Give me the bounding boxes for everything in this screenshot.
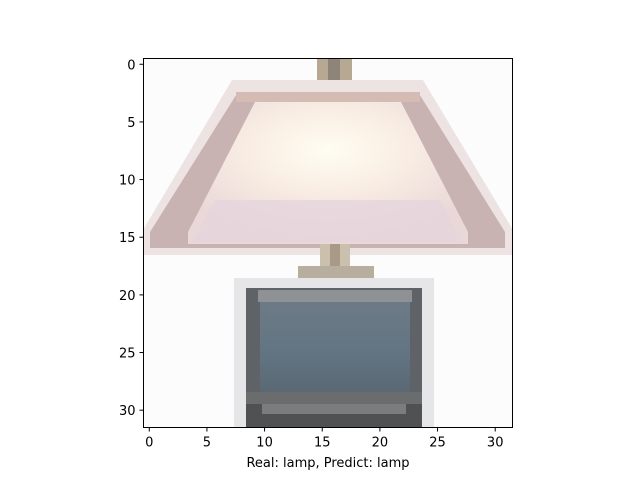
caption: Real: lamp, Predict: lamp [246,456,409,471]
plot-frame [143,58,513,428]
y-tick-label: 10 [119,174,136,189]
lamp-base-bottom [246,392,422,404]
x-tick-label: 25 [429,436,446,451]
x-tick-label: 20 [372,436,389,451]
x-axis: 0 5 10 15 20 25 30 [145,427,504,451]
y-tick-label: 15 [119,231,136,246]
y-tick-label: 0 [127,58,135,73]
x-tick-label: 0 [145,436,153,451]
y-tick-label: 25 [119,347,136,362]
x-tick-label: 30 [487,436,504,451]
x-tick-label: 5 [203,436,211,451]
x-tick-label: 15 [314,436,331,451]
lamp-shade-lower-band [192,200,462,242]
y-axis: 0 5 10 15 20 25 30 [119,58,144,419]
y-tick-label: 30 [119,404,136,419]
x-tick-label: 10 [256,436,273,451]
lamp-base [260,300,410,392]
lamp-image [143,58,513,428]
y-tick-label: 20 [119,289,136,304]
y-tick-label: 5 [127,116,135,131]
